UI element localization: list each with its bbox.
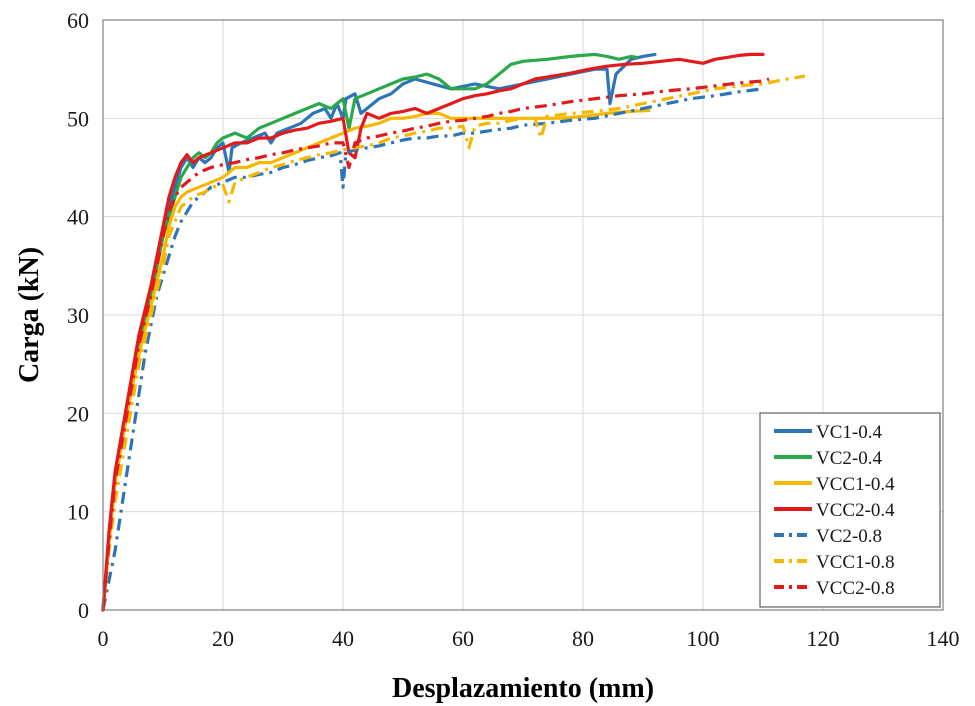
x-tick-label: 100 — [687, 626, 720, 651]
x-tick-label: 40 — [332, 626, 354, 651]
legend-label: VC2-0.4 — [816, 448, 882, 469]
x-tick-label: 80 — [572, 626, 594, 651]
y-tick-label: 20 — [67, 401, 89, 426]
y-tick-label: 50 — [67, 106, 89, 131]
series-line-VCC1-0.4 — [101, 108, 651, 612]
tick-labels: 0 20 40 60 80 100 120 140 0 10 20 30 40 50 60 — [67, 8, 960, 651]
x-tick-label: 140 — [927, 626, 960, 651]
legend-label: VCC2-0.8 — [816, 578, 895, 599]
legend-label: VC2-0.8 — [816, 526, 882, 547]
series-line-VC2-0.4 — [101, 52, 639, 612]
y-tick-label: 0 — [78, 598, 89, 623]
legend-label: VC1-0.4 — [816, 422, 882, 443]
series-line-VCC2-0.4 — [101, 52, 765, 612]
x-axis-title: Desplazamiento (mm) — [392, 673, 654, 704]
series-line-VC1-0.4 — [101, 52, 657, 612]
series-line-VCC2-0.8 — [101, 77, 770, 611]
x-tick-label: 120 — [807, 626, 840, 651]
series-line-VC2-0.8 — [101, 87, 764, 611]
x-tick-label: 60 — [452, 626, 474, 651]
y-tick-label: 40 — [67, 205, 89, 230]
y-tick-label: 30 — [67, 303, 89, 328]
plot-frame — [102, 19, 944, 611]
legend-label: VCC1-0.8 — [816, 552, 895, 573]
series-line-VCC1-0.8 — [101, 74, 806, 611]
y-axis-title: Carga (kN) — [14, 247, 45, 383]
x-tick-label: 20 — [212, 626, 234, 651]
y-tick-label: 10 — [67, 500, 89, 525]
x-tick-label: 0 — [98, 626, 109, 651]
legend-label: VCC2-0.4 — [816, 500, 895, 521]
legend-label: VCC1-0.4 — [816, 474, 895, 495]
legend: VC1-0.4 VC2-0.4 VCC1-0.4 VCC2-0.4 VC2-0.8 VCC… — [759, 412, 941, 608]
y-tick-label: 60 — [67, 8, 89, 33]
series-group — [101, 52, 806, 612]
